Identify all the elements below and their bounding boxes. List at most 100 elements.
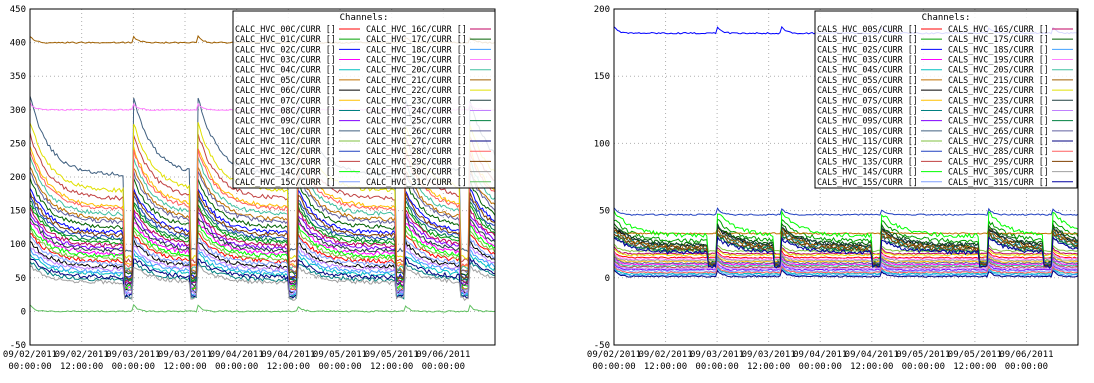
series-line: [613, 222, 1079, 266]
x-tick-time: 12:00:00: [267, 362, 310, 372]
series-line: [613, 254, 1079, 263]
series-line: [613, 257, 1079, 266]
legend-entry: CALC_HVC_01C/CURR []: [235, 34, 336, 44]
y-tick-label: 350: [10, 72, 26, 82]
legend-entry: CALS_HVC_09S/CURR []: [817, 116, 918, 126]
legend-entry: CALC_HVC_02C/CURR []: [235, 44, 336, 54]
legend-entry: CALS_HVC_06S/CURR []: [817, 85, 918, 95]
legend-entry: CALC_HVC_17C/CURR []: [366, 34, 467, 44]
x-tick-date: 09/02/2011: [55, 350, 109, 360]
series-line: [613, 235, 1079, 270]
legend-entry: CALS_HVC_24S/CURR []: [948, 105, 1049, 115]
y-tick-label: 100: [594, 139, 610, 149]
legend-entry: CALS_HVC_16S/CURR []: [948, 24, 1049, 34]
legend-entry: CALC_HVC_15C/CURR []: [235, 177, 336, 187]
y-tick-label: 50: [599, 207, 610, 217]
legend-entry: CALC_HVC_06C/CURR []: [235, 85, 336, 95]
legend-entry: CALC_HVC_26C/CURR []: [366, 126, 467, 136]
legend-entry: CALS_HVC_28S/CURR []: [948, 146, 1049, 156]
series-line: [613, 269, 1079, 278]
series-line: [29, 197, 496, 283]
legend-entry: CALC_HVC_12C/CURR []: [235, 146, 336, 156]
series-line: [613, 261, 1079, 270]
y-tick-label: 200: [10, 173, 26, 183]
legend-entry: CALS_HVC_29S/CURR []: [948, 156, 1049, 166]
legend-entry: CALC_HVC_25C/CURR []: [366, 116, 467, 126]
plot-frame: [613, 8, 1079, 346]
legend-entry: CALS_HVC_31S/CURR []: [948, 177, 1049, 187]
series-line: [613, 263, 1079, 273]
y-tick-label: 0: [605, 274, 610, 284]
legend-entry: CALS_HVC_01S/CURR []: [817, 34, 918, 44]
legend-box: [814, 10, 1078, 189]
x-tick-time: 12:00:00: [60, 362, 103, 372]
x-tick-date: 09/06/2011: [999, 350, 1053, 360]
series-line: [613, 255, 1079, 265]
series-line: [29, 218, 496, 289]
legend-entry: CALS_HVC_30S/CURR []: [948, 167, 1049, 177]
legend-entry: CALS_HVC_20S/CURR []: [948, 65, 1049, 75]
legend-entry: CALC_HVC_29C/CURR []: [366, 156, 467, 166]
legend-entry: CALC_HVC_07C/CURR []: [235, 95, 336, 105]
legend-title: Channels:: [922, 13, 971, 23]
legend-entry: CALS_HVC_18S/CURR []: [948, 44, 1049, 54]
series-line: [613, 231, 1079, 268]
x-tick-time: 00:00:00: [112, 362, 155, 372]
legend-entry: CALS_HVC_22S/CURR []: [948, 85, 1049, 95]
legend-entry: CALC_HVC_23C/CURR []: [366, 95, 467, 105]
x-tick-time: 12:00:00: [644, 362, 687, 372]
x-tick-date: 09/03/2011: [690, 350, 744, 360]
x-tick-time: 00:00:00: [799, 362, 842, 372]
x-tick-date: 09/03/2011: [742, 350, 796, 360]
x-tick-time: 00:00:00: [1005, 362, 1048, 372]
x-tick-time: 12:00:00: [953, 362, 996, 372]
legend-entry: CALC_HVC_14C/CURR []: [235, 167, 336, 177]
series-line: [613, 259, 1079, 269]
x-tick-date: 09/05/2011: [948, 350, 1002, 360]
legend-entry: CALS_HVC_07S/CURR []: [817, 95, 918, 105]
y-tick-label: 250: [10, 139, 26, 149]
x-tick-time: 12:00:00: [850, 362, 893, 372]
legend-entry: CALC_HVC_18C/CURR []: [366, 44, 467, 54]
series-line: [29, 247, 496, 297]
legend: Channels: CALS_HVC_00S/CURR []CALS_HVC_01…: [814, 10, 1078, 189]
y-tick-label: -50: [594, 341, 610, 351]
x-tick-date: 09/05/2011: [896, 350, 950, 360]
series-line: [29, 238, 496, 295]
legend-entry: CALS_HVC_00S/CURR []: [817, 24, 918, 34]
legend-entry: CALS_HVC_19S/CURR []: [948, 55, 1049, 65]
x-tick-date: 09/04/2011: [261, 350, 315, 360]
x-tick-time: 00:00:00: [695, 362, 738, 372]
series-line: [29, 264, 496, 302]
legend-entry: CALS_HVC_12S/CURR []: [817, 146, 918, 156]
legend-entry: CALS_HVC_17S/CURR []: [948, 34, 1049, 44]
y-tick-label: 150: [10, 207, 26, 217]
legend-entry: CALS_HVC_08S/CURR []: [817, 105, 918, 115]
legend-entry: CALC_HVC_05C/CURR []: [235, 75, 336, 85]
series-line: [613, 265, 1079, 275]
legend-box: [232, 10, 496, 189]
y-tick-label: -50: [10, 341, 26, 351]
legend-entry: CALS_HVC_05S/CURR []: [817, 75, 918, 85]
series-line: [613, 251, 1079, 261]
x-tick-time: 00:00:00: [8, 362, 51, 372]
series-line: [29, 202, 496, 284]
series-line: [613, 258, 1079, 267]
series-line: [613, 224, 1079, 267]
legend-entry: CALS_HVC_04S/CURR []: [817, 65, 918, 75]
legend-entry: CALC_HVC_13C/CURR []: [235, 156, 336, 166]
legend-entry: CALS_HVC_11S/CURR []: [817, 136, 918, 146]
y-tick-label: 150: [594, 72, 610, 82]
x-tick-date: 09/05/2011: [365, 350, 419, 360]
legend-entry: CALS_HVC_03S/CURR []: [817, 55, 918, 65]
left-current-chart: -50 0 50 100 150 200 250 300 350 400 450 09/02/2011…: [3, 5, 496, 372]
series-line: [29, 235, 496, 294]
legend-entry: CALC_HVC_10C/CURR []: [235, 126, 336, 136]
x-tick-time: 00:00:00: [318, 362, 361, 372]
series-line: [29, 256, 496, 300]
legend-entry: CALC_HVC_03C/CURR []: [235, 55, 336, 65]
legend-entry: CALS_HVC_13S/CURR []: [817, 156, 918, 166]
y-tick-label: 0: [21, 307, 26, 317]
x-tick-time: 00:00:00: [592, 362, 635, 372]
series-line: [29, 171, 496, 275]
